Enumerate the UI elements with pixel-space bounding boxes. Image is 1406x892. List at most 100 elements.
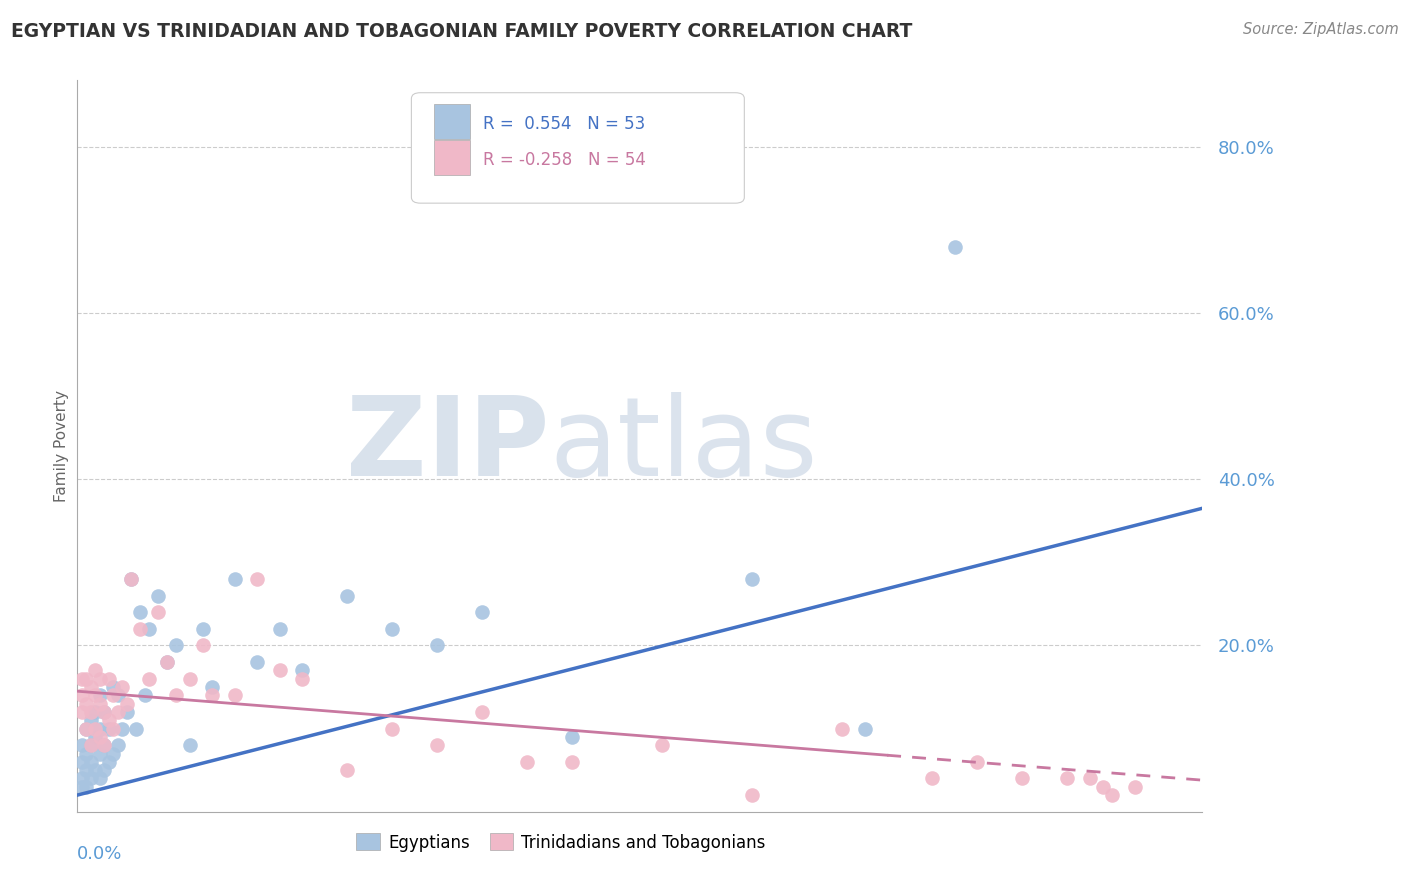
- Point: [103, 689, 125, 703]
- Point: [561, 730, 583, 744]
- Legend: Egyptians, Trinidadians and Tobagonians: Egyptians, Trinidadians and Tobagonians: [350, 827, 772, 858]
- Point: [70, 672, 93, 686]
- Point: [80, 738, 103, 752]
- Point: [165, 689, 187, 703]
- Point: [80, 705, 103, 719]
- Point: [93, 738, 115, 752]
- Point: [201, 689, 224, 703]
- Point: [1123, 780, 1146, 794]
- Point: [516, 755, 538, 769]
- Point: [224, 689, 246, 703]
- Point: [246, 655, 269, 669]
- Point: [111, 722, 134, 736]
- Point: [291, 664, 314, 678]
- Point: [84, 763, 107, 777]
- Text: R =  0.554   N = 53: R = 0.554 N = 53: [484, 115, 645, 133]
- Point: [70, 755, 93, 769]
- Point: [89, 722, 111, 736]
- Text: 0.0%: 0.0%: [77, 845, 122, 863]
- Point: [84, 689, 107, 703]
- Point: [138, 622, 160, 636]
- Point: [381, 622, 404, 636]
- Point: [179, 738, 201, 752]
- Point: [84, 722, 107, 736]
- Point: [120, 572, 142, 586]
- Point: [93, 705, 115, 719]
- Point: [80, 738, 103, 752]
- Point: [943, 239, 966, 253]
- Point: [741, 788, 763, 802]
- Point: [75, 747, 97, 761]
- Point: [70, 780, 93, 794]
- Point: [115, 697, 138, 711]
- Text: EGYPTIAN VS TRINIDADIAN AND TOBAGONIAN FAMILY POVERTY CORRELATION CHART: EGYPTIAN VS TRINIDADIAN AND TOBAGONIAN F…: [11, 22, 912, 41]
- Point: [125, 722, 148, 736]
- FancyBboxPatch shape: [412, 93, 744, 203]
- Point: [115, 705, 138, 719]
- Point: [103, 722, 125, 736]
- Point: [129, 622, 152, 636]
- Point: [70, 738, 93, 752]
- Point: [246, 572, 269, 586]
- Point: [921, 772, 943, 786]
- Point: [80, 714, 103, 728]
- Point: [426, 639, 449, 653]
- Point: [75, 722, 97, 736]
- Point: [1092, 780, 1115, 794]
- Point: [75, 672, 97, 686]
- Point: [1078, 772, 1101, 786]
- Point: [111, 680, 134, 694]
- Point: [70, 705, 93, 719]
- Point: [336, 763, 359, 777]
- Point: [156, 655, 179, 669]
- Point: [89, 747, 111, 761]
- Point: [103, 747, 125, 761]
- Point: [193, 639, 215, 653]
- Point: [134, 689, 156, 703]
- Point: [80, 680, 103, 694]
- Point: [291, 672, 314, 686]
- Point: [156, 655, 179, 669]
- Point: [89, 672, 111, 686]
- Point: [84, 730, 107, 744]
- Point: [89, 697, 111, 711]
- Point: [75, 763, 97, 777]
- Point: [97, 672, 120, 686]
- Point: [103, 680, 125, 694]
- Point: [80, 772, 103, 786]
- Point: [966, 755, 988, 769]
- Point: [148, 589, 170, 603]
- Point: [97, 722, 120, 736]
- Y-axis label: Family Poverty: Family Poverty: [53, 390, 69, 502]
- Point: [561, 755, 583, 769]
- Point: [148, 605, 170, 619]
- Point: [107, 738, 129, 752]
- Point: [89, 689, 111, 703]
- Bar: [434, 103, 470, 139]
- Point: [741, 572, 763, 586]
- Point: [93, 705, 115, 719]
- Point: [336, 589, 359, 603]
- Point: [120, 572, 142, 586]
- Point: [201, 680, 224, 694]
- Point: [84, 705, 107, 719]
- Bar: [434, 140, 470, 176]
- Text: R = -0.258   N = 54: R = -0.258 N = 54: [484, 152, 647, 169]
- Text: Source: ZipAtlas.com: Source: ZipAtlas.com: [1243, 22, 1399, 37]
- Text: ZIP: ZIP: [346, 392, 550, 500]
- Point: [97, 755, 120, 769]
- Point: [426, 738, 449, 752]
- Point: [107, 705, 129, 719]
- Point: [97, 714, 120, 728]
- Point: [93, 763, 115, 777]
- Point: [84, 664, 107, 678]
- Point: [89, 730, 111, 744]
- Point: [269, 622, 291, 636]
- Point: [1011, 772, 1033, 786]
- Point: [75, 697, 97, 711]
- Point: [651, 738, 673, 752]
- Point: [107, 689, 129, 703]
- Point: [269, 664, 291, 678]
- Point: [165, 639, 187, 653]
- Point: [471, 705, 494, 719]
